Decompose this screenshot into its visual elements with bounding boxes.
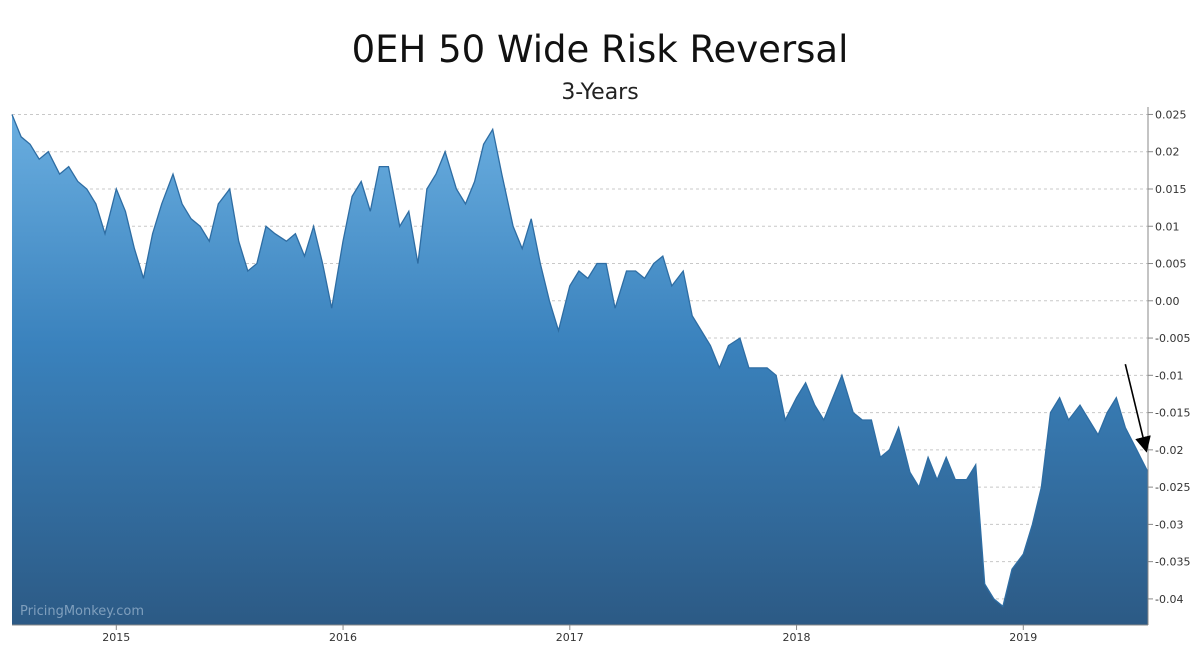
tick-label-x: 2016: [329, 631, 357, 644]
annotation-arrow: [1124, 363, 1151, 453]
tick-label-y: -0.015: [1155, 407, 1190, 420]
tick-label-y: -0.01: [1155, 369, 1183, 382]
tick-label-y: 0.00: [1155, 295, 1180, 308]
watermark: PricingMonkey.com: [20, 604, 144, 619]
tick-label-y: -0.02: [1155, 444, 1183, 457]
tick-label-y: 0.02: [1155, 146, 1180, 159]
series-line: [11, 114, 1149, 608]
tick-label-x: 2018: [783, 631, 811, 644]
tick-label-y: -0.025: [1155, 481, 1190, 494]
area-fill: [12, 114, 1148, 625]
area-series: [11, 114, 1149, 625]
tick-label-x: 2019: [1009, 631, 1037, 644]
tick-label-y: 0.005: [1155, 258, 1187, 271]
tick-label-y: 0.015: [1155, 183, 1187, 196]
tick-label-y: -0.04: [1155, 593, 1183, 606]
chart-title: 0EH 50 Wide Risk Reversal: [351, 28, 849, 71]
tick-label-y: -0.035: [1155, 556, 1190, 569]
chart-subtitle: 3-Years: [561, 80, 639, 105]
tick-label-y: -0.005: [1155, 332, 1190, 345]
tick-label-x: 2015: [102, 631, 130, 644]
tick-label-y: 0.01: [1155, 220, 1180, 233]
axes: 0.025 0.02 0.015 0.01 0.005 0.00 -0.005 -0.01 -0…: [12, 107, 1190, 644]
tick-label-x: 2017: [556, 631, 584, 644]
annotations: [1124, 363, 1151, 453]
tick-label-y: -0.03: [1155, 518, 1183, 531]
tick-label-y: 0.025: [1155, 108, 1187, 121]
